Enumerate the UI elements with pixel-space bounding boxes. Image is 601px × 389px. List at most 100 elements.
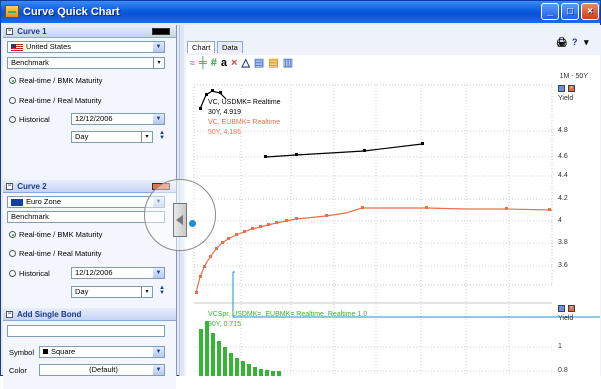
bond-title: Add Single Bond xyxy=(16,310,82,319)
curve2-country-select[interactable]: Euro Zone ▼ xyxy=(7,196,165,208)
us-flag-icon xyxy=(11,43,23,51)
tab-chart[interactable]: Chart xyxy=(187,41,216,53)
curve1-radio-real-label: Real-time / Real Maturity xyxy=(19,96,102,105)
radio-selected-icon xyxy=(9,231,16,238)
right-panel: Chart Data 🖨 ? ▾ ≈ ╪ # a × △ ▤ ▤ ▥ 1M - … xyxy=(184,25,601,376)
collapse-icon[interactable]: − xyxy=(6,311,13,319)
chevron-down-icon: ▼ xyxy=(153,42,164,52)
spread-bars xyxy=(199,321,281,376)
series-eur-points xyxy=(195,206,551,294)
chevron-down-icon: ▾ xyxy=(153,58,164,68)
bond-symbol-label: Symbol xyxy=(9,348,35,357)
curve1-radio-bmk-label: Real-time / BMK Maturity xyxy=(19,76,103,85)
chart-close-icon[interactable]: × xyxy=(568,85,575,92)
title-bar[interactable]: Curve Quick Chart _ □ × xyxy=(1,1,600,23)
bond-color-value: (Default) xyxy=(89,365,118,374)
curve2-period-spinner[interactable]: ▲ ▼ xyxy=(159,285,165,296)
bond-color-select[interactable]: (Default) ▼ xyxy=(39,364,165,376)
curve2-date-select[interactable]: 12/12/2006 ▼ xyxy=(71,267,165,279)
minimize-button[interactable]: _ xyxy=(541,3,559,20)
top-yield-label: Yield xyxy=(558,95,574,102)
tick-4: 4 xyxy=(558,217,562,224)
bond-input[interactable] xyxy=(7,325,165,337)
triangle-icon[interactable]: △ xyxy=(241,57,250,69)
curve1-country-select[interactable]: United States ▼ xyxy=(7,41,165,53)
curve2-date-value: 12/12/2006 xyxy=(75,268,113,277)
print-icon[interactable]: 🖨 xyxy=(556,37,568,47)
curve1-date-select[interactable]: 12/12/2006 ▼ xyxy=(71,113,165,125)
chart-app-icon xyxy=(5,5,19,18)
curve2-radio-real-label: Real-time / Real Maturity xyxy=(19,249,102,258)
curve1-radio-bmk[interactable]: Real-time / BMK Maturity xyxy=(9,76,102,85)
delete-icon[interactable]: × xyxy=(231,57,238,69)
line-chart-icon[interactable]: ≈ xyxy=(190,58,195,68)
curve2-benchmark-select[interactable]: Benchmark xyxy=(7,211,165,223)
spread-series-tip: 30Y, 0.715 xyxy=(208,321,241,328)
crosshair-icon[interactable]: ╪ xyxy=(198,57,207,69)
curve2-radio-historical[interactable]: Historical xyxy=(9,269,50,278)
top-chart-frame xyxy=(193,84,553,286)
grid-icon[interactable]: # xyxy=(210,57,217,69)
spread-close-icon[interactable]: × xyxy=(568,305,575,312)
bond-symbol-value: Square xyxy=(51,347,76,356)
curve2-header[interactable]: − Curve 2 xyxy=(3,180,176,193)
curve2-radio-bmk[interactable]: Real-time / BMK Maturity xyxy=(9,230,102,239)
chevron-down-icon: ▼ xyxy=(153,347,164,357)
curve1-period-select[interactable]: Day ▾ xyxy=(71,131,153,143)
tick-4-4: 4.4 xyxy=(558,172,568,179)
tick-4-6: 4.6 xyxy=(558,153,568,160)
chevron-down-icon: ▼ xyxy=(153,114,164,124)
eu-flag-icon xyxy=(11,198,23,206)
curve1-title: Curve 1 xyxy=(17,27,47,36)
chart-window-icon[interactable]: ▤ xyxy=(253,57,265,69)
curve2-period-value: Day xyxy=(75,287,89,296)
menu-chevron-icon[interactable]: ▾ xyxy=(584,37,589,47)
curve1-benchmark-select[interactable]: Benchmark ▾ xyxy=(7,57,165,69)
collapse-icon[interactable]: − xyxy=(6,28,13,36)
curve1-color-swatch[interactable] xyxy=(152,28,170,35)
bond-color-label: Color xyxy=(9,366,27,375)
bond-symbol-select[interactable]: Square ▼ xyxy=(39,346,165,358)
bond-header[interactable]: − Add Single Bond xyxy=(3,308,176,321)
spread-settings-icon[interactable] xyxy=(558,305,565,312)
chevron-down-icon: ▼ xyxy=(153,268,164,278)
callout-line xyxy=(232,271,600,318)
chevron-down-icon: ▾ xyxy=(141,132,152,142)
series-usd-line xyxy=(265,143,423,158)
close-button[interactable]: × xyxy=(581,3,599,20)
chart-settings-icon[interactable] xyxy=(558,85,565,92)
radio-selected-icon xyxy=(9,77,16,84)
curve2-radio-real[interactable]: Real-time / Real Maturity xyxy=(9,249,102,258)
curve1-period-spinner[interactable]: ▲ ▼ xyxy=(159,130,165,141)
curve1-country-value: United States xyxy=(26,42,72,51)
curve2-period-select[interactable]: Day ▾ xyxy=(71,286,153,298)
tab-data[interactable]: Data xyxy=(217,41,243,53)
curve1-radio-historical[interactable]: Historical xyxy=(9,115,50,124)
series-usd-points xyxy=(199,89,424,158)
chart-toolbar: ≈ ╪ # a × △ ▤ ▤ ▥ xyxy=(186,55,600,71)
help-icon[interactable]: ? xyxy=(572,37,578,47)
tick-3-8: 3.8 xyxy=(558,239,568,246)
maximize-button[interactable]: □ xyxy=(561,3,579,20)
curve1-radio-historical-label: Historical xyxy=(19,115,50,124)
radio-icon xyxy=(9,270,16,277)
text-annotation-icon[interactable]: a xyxy=(220,57,227,69)
collapse-panel-handle[interactable] xyxy=(173,203,187,237)
curve2-radio-bmk-label: Real-time / BMK Maturity xyxy=(19,230,103,239)
series-eur-tip: 50Y, 4.186 xyxy=(208,129,241,136)
curve2-country-value: Euro Zone xyxy=(26,197,62,206)
curve1-header[interactable]: − Curve 1 xyxy=(3,25,176,38)
curve1-section: United States ▼ Benchmark ▾ Real-time / … xyxy=(3,38,176,180)
collapse-icon[interactable]: − xyxy=(6,183,13,191)
chevron-down-icon: ▼ xyxy=(153,365,164,375)
export-chart-icon[interactable]: ▥ xyxy=(282,57,294,69)
bond-section: Symbol Square ▼ Color (Default) ▼ xyxy=(3,321,176,389)
square-symbol-icon xyxy=(43,349,48,354)
tick-1: 1 xyxy=(558,343,562,350)
series-eur-name: VC, EUBMK= Realtime xyxy=(208,119,281,126)
curve1-radio-real[interactable]: Real-time / Real Maturity xyxy=(9,96,102,105)
open-chart-icon[interactable]: ▤ xyxy=(268,57,279,69)
bottom-yield-label: Yield xyxy=(558,315,574,322)
spread-series-name: VCSpr, USDMK=, EUBMK= Realtime, Realtime… xyxy=(208,311,368,318)
